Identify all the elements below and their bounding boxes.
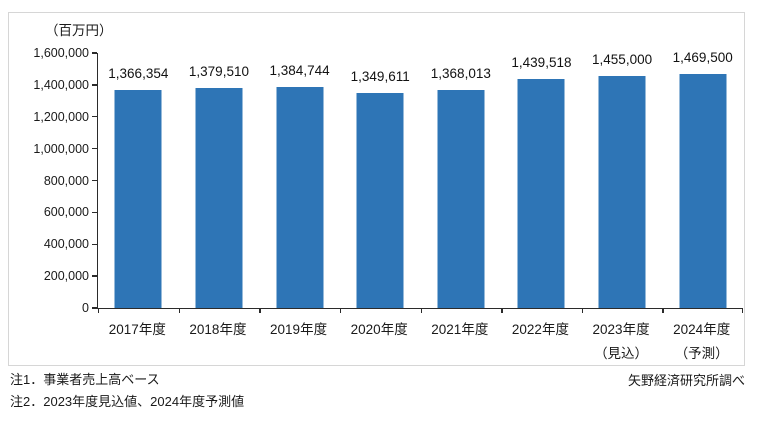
bar-2018年度	[195, 88, 243, 308]
bar-value-label: 1,384,744	[269, 63, 330, 79]
y-axis-tick-mark	[92, 211, 97, 214]
bar-cell: 1,455,000	[582, 52, 663, 308]
y-axis-tick-mark	[92, 243, 97, 245]
bar-cell: 1,366,354	[98, 53, 179, 308]
x-axis-tick-mark	[178, 308, 181, 313]
y-axis-tick-mark	[92, 307, 97, 309]
y-axis-tick-label: 200,000	[43, 269, 89, 284]
bar-value-label: 1,455,000	[592, 52, 653, 68]
x-axis-sublabel: （予測）	[674, 346, 729, 361]
y-axis-tick-label: 1,400,000	[33, 77, 89, 92]
bar-2017年度	[114, 90, 162, 308]
y-axis-tick-mark	[92, 179, 97, 182]
bar-cell: 1,469,500	[662, 49, 743, 308]
x-axis-sublabel: （見込）	[594, 346, 649, 361]
x-axis-tick-mark	[741, 308, 743, 313]
bar-value-label: 1,469,500	[672, 49, 733, 65]
bar-value-label: 1,379,510	[188, 64, 249, 80]
y-axis-tick-mark	[92, 116, 97, 118]
x-axis-label-2018年度: 2018年度	[189, 322, 247, 337]
x-axis-label-2019年度: 2019年度	[270, 322, 328, 337]
x-axis-tick-mark	[339, 308, 342, 313]
y-axis-tick-mark	[92, 275, 97, 277]
y-axis-tick-label: 1,200,000	[33, 109, 89, 124]
x-axis-label-2024年度: 2024年度	[673, 322, 731, 337]
y-axis-tick-mark	[92, 84, 97, 86]
y-axis-tick-label: 1,000,000	[33, 141, 89, 156]
bar-2021年度	[437, 89, 485, 308]
bar-value-label: 1,368,013	[430, 65, 491, 81]
bar-value-label: 1,366,354	[108, 66, 169, 82]
bar-2023年度	[598, 76, 646, 308]
y-axis-tick-label: 0	[82, 301, 89, 315]
bar-2022年度	[517, 78, 565, 308]
y-axis-tick-label: 600,000	[43, 205, 89, 220]
y-axis-tick-label: 800,000	[43, 173, 89, 188]
bar-cell: 1,439,518	[501, 53, 582, 308]
source-credit: 矢野経済研究所調べ	[627, 373, 745, 388]
x-axis-tick-mark	[662, 308, 664, 313]
plot-area: 1,366,354 1,379,510 1,384,744 1,349,611 1,36…	[97, 49, 743, 313]
note-2: 注2．2023年度見込値、2024年度予測値	[10, 394, 245, 409]
bar-value-label: 1,349,611	[350, 68, 410, 84]
x-axis-label-2022年度: 2022年度	[511, 322, 569, 337]
bar-2019年度	[276, 87, 324, 308]
x-axis-label-2023年度: 2023年度	[592, 322, 650, 337]
y-axis-tick-label: 400,000	[43, 237, 89, 252]
chart-frame: （百万円） 0 200,000 400,000 600,000 800,000 1,000…	[8, 12, 745, 366]
x-axis-tick-mark	[501, 308, 503, 313]
bar-value-label: 1,439,518	[511, 54, 572, 70]
x-axis-label-2017年度: 2017年度	[108, 322, 166, 337]
x-axis-tick-mark	[259, 308, 261, 313]
bar-2024年度	[679, 73, 727, 308]
y-axis-tick-label: 1,600,000	[33, 46, 89, 60]
x-axis-tick-mark	[98, 308, 100, 313]
x-axis-tick-mark	[581, 308, 584, 313]
x-axis-label-2021年度: 2021年度	[431, 322, 489, 337]
bar-cell: 1,368,013	[421, 53, 502, 308]
note-1: 注1．事業者売上高ベース	[10, 372, 160, 387]
bar-cell: 1,379,510	[179, 53, 260, 308]
y-axis-tick-mark	[92, 52, 97, 54]
bar-cell: 1,384,744	[259, 53, 340, 308]
bar-cell: 1,349,611	[340, 53, 421, 308]
y-axis-tick-mark	[92, 147, 97, 150]
y-axis-unit-label: （百万円）	[45, 23, 113, 38]
bar-2020年度	[356, 92, 404, 308]
x-axis-label-2020年度: 2020年度	[350, 322, 408, 337]
x-axis-tick-mark	[420, 308, 422, 313]
